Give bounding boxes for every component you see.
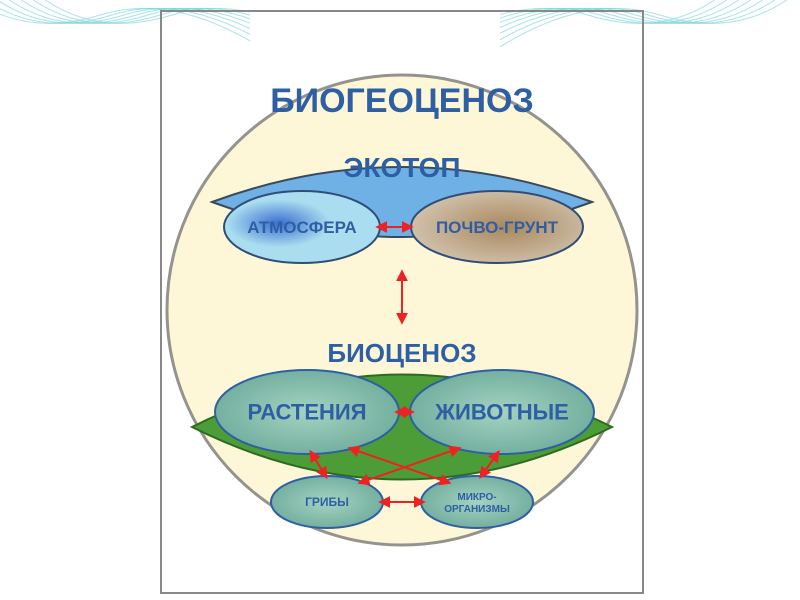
biogeocenosis-title: БИОГЕОЦЕНОЗ <box>270 82 534 120</box>
soil-label: ПОЧВО-ГРУНТ <box>436 218 559 237</box>
animals-label: ЖИВОТНЫЕ <box>434 400 569 425</box>
atmosphere-label: АТМОСФЕРА <box>247 218 356 237</box>
slide: БИОГЕОЦЕНОЗ ЭКОТОП АТМОСФЕРА ПОЧВО-ГРУНТ… <box>0 0 800 600</box>
biogeocenosis-diagram: БИОГЕОЦЕНОЗ ЭКОТОП АТМОСФЕРА ПОЧВО-ГРУНТ… <box>162 12 642 592</box>
diagram-frame: БИОГЕОЦЕНОЗ ЭКОТОП АТМОСФЕРА ПОЧВО-ГРУНТ… <box>160 10 644 594</box>
fungi-label: ГРИБЫ <box>305 495 349 509</box>
micro-label-2: ОРГАНИЗМЫ <box>444 504 510 515</box>
ecotop-title: ЭКОТОП <box>343 152 460 183</box>
micro-label-1: МИКРО- <box>457 492 496 503</box>
plants-label: РАСТЕНИЯ <box>247 400 366 425</box>
biocenosis-title: БИОЦЕНОЗ <box>327 338 476 368</box>
